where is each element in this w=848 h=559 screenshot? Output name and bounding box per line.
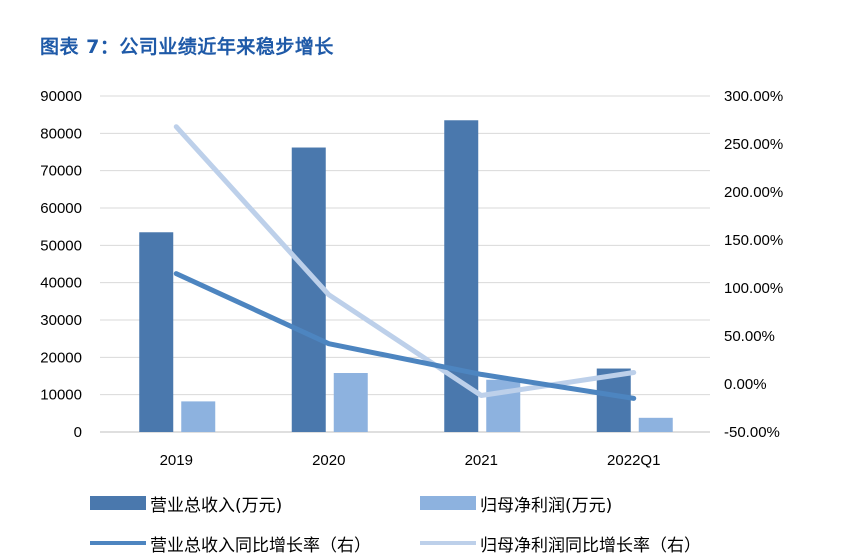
bar-profit [333, 373, 368, 432]
bar-profit [181, 401, 216, 432]
chart-legend: 营业总收入(万元) 归母净利润(万元) 营业总收入同比增长率（右） 归母净利润同… [90, 486, 810, 556]
y-left-tick-label: 70000 [40, 163, 82, 180]
y-left-tick-label: 60000 [40, 200, 82, 217]
legend-swatch-revenue-growth [90, 541, 146, 545]
x-tick-label: 2022Q1 [607, 452, 660, 469]
y-right-tick-label: 300.00% [724, 88, 783, 105]
legend-item-profit: 归母净利润(万元) [420, 490, 612, 516]
bar-revenue [139, 232, 174, 432]
y-right-tick-label: 150.00% [724, 232, 783, 249]
y-right-tick-label: -50.00% [724, 424, 780, 441]
line-revenue-growth [173, 271, 637, 401]
legend-swatch-revenue [90, 496, 146, 510]
y-left-tick-label: 50000 [40, 237, 82, 254]
combo-chart: 0 10000 20000 30000 40000 50000 60000 70000 8000… [40, 88, 783, 469]
y-right-tick-label: 50.00% [724, 328, 775, 345]
legend-item-revenue: 营业总收入(万元) [90, 490, 282, 516]
y-left-tick-label: 40000 [40, 275, 82, 292]
y-right-tick-label: 100.00% [724, 280, 783, 297]
legend-label-profit: 归母净利润(万元) [480, 495, 613, 516]
y-right-tick-label: 200.00% [724, 184, 783, 201]
bar-profit [638, 417, 673, 432]
legend-label-revenue-growth: 营业总收入同比增长率（右） [150, 535, 371, 556]
bar-revenue [291, 147, 326, 432]
legend-item-profit-growth: 归母净利润同比增长率（右） [420, 530, 701, 556]
legend-label-revenue: 营业总收入(万元) [150, 495, 283, 516]
bar-profit [486, 379, 521, 432]
x-tick-label: 2021 [465, 452, 498, 469]
legend-label-profit-growth: 归母净利润同比增长率（右） [480, 535, 701, 556]
y-left-tick-label: 20000 [40, 349, 82, 366]
y-left-tick-label: 80000 [40, 125, 82, 142]
x-tick-label: 2019 [160, 452, 193, 469]
y-left-tick-label: 90000 [40, 88, 82, 105]
legend-swatch-profit-growth [420, 541, 476, 545]
legend-swatch-profit [420, 496, 476, 510]
x-tick-label: 2020 [312, 452, 345, 469]
y-right-tick-label: 250.00% [724, 136, 783, 153]
y-left-tick-label: 10000 [40, 387, 82, 404]
y-left-tick-label: 0 [74, 424, 82, 441]
line-profit-growth [173, 124, 637, 399]
chart-title: 图表 7：公司业绩近年来稳步增长 [40, 36, 334, 58]
y-left-tick-label: 30000 [40, 312, 82, 329]
legend-item-revenue-growth: 营业总收入同比增长率（右） [90, 530, 371, 556]
y-right-tick-label: 0.00% [724, 376, 767, 393]
